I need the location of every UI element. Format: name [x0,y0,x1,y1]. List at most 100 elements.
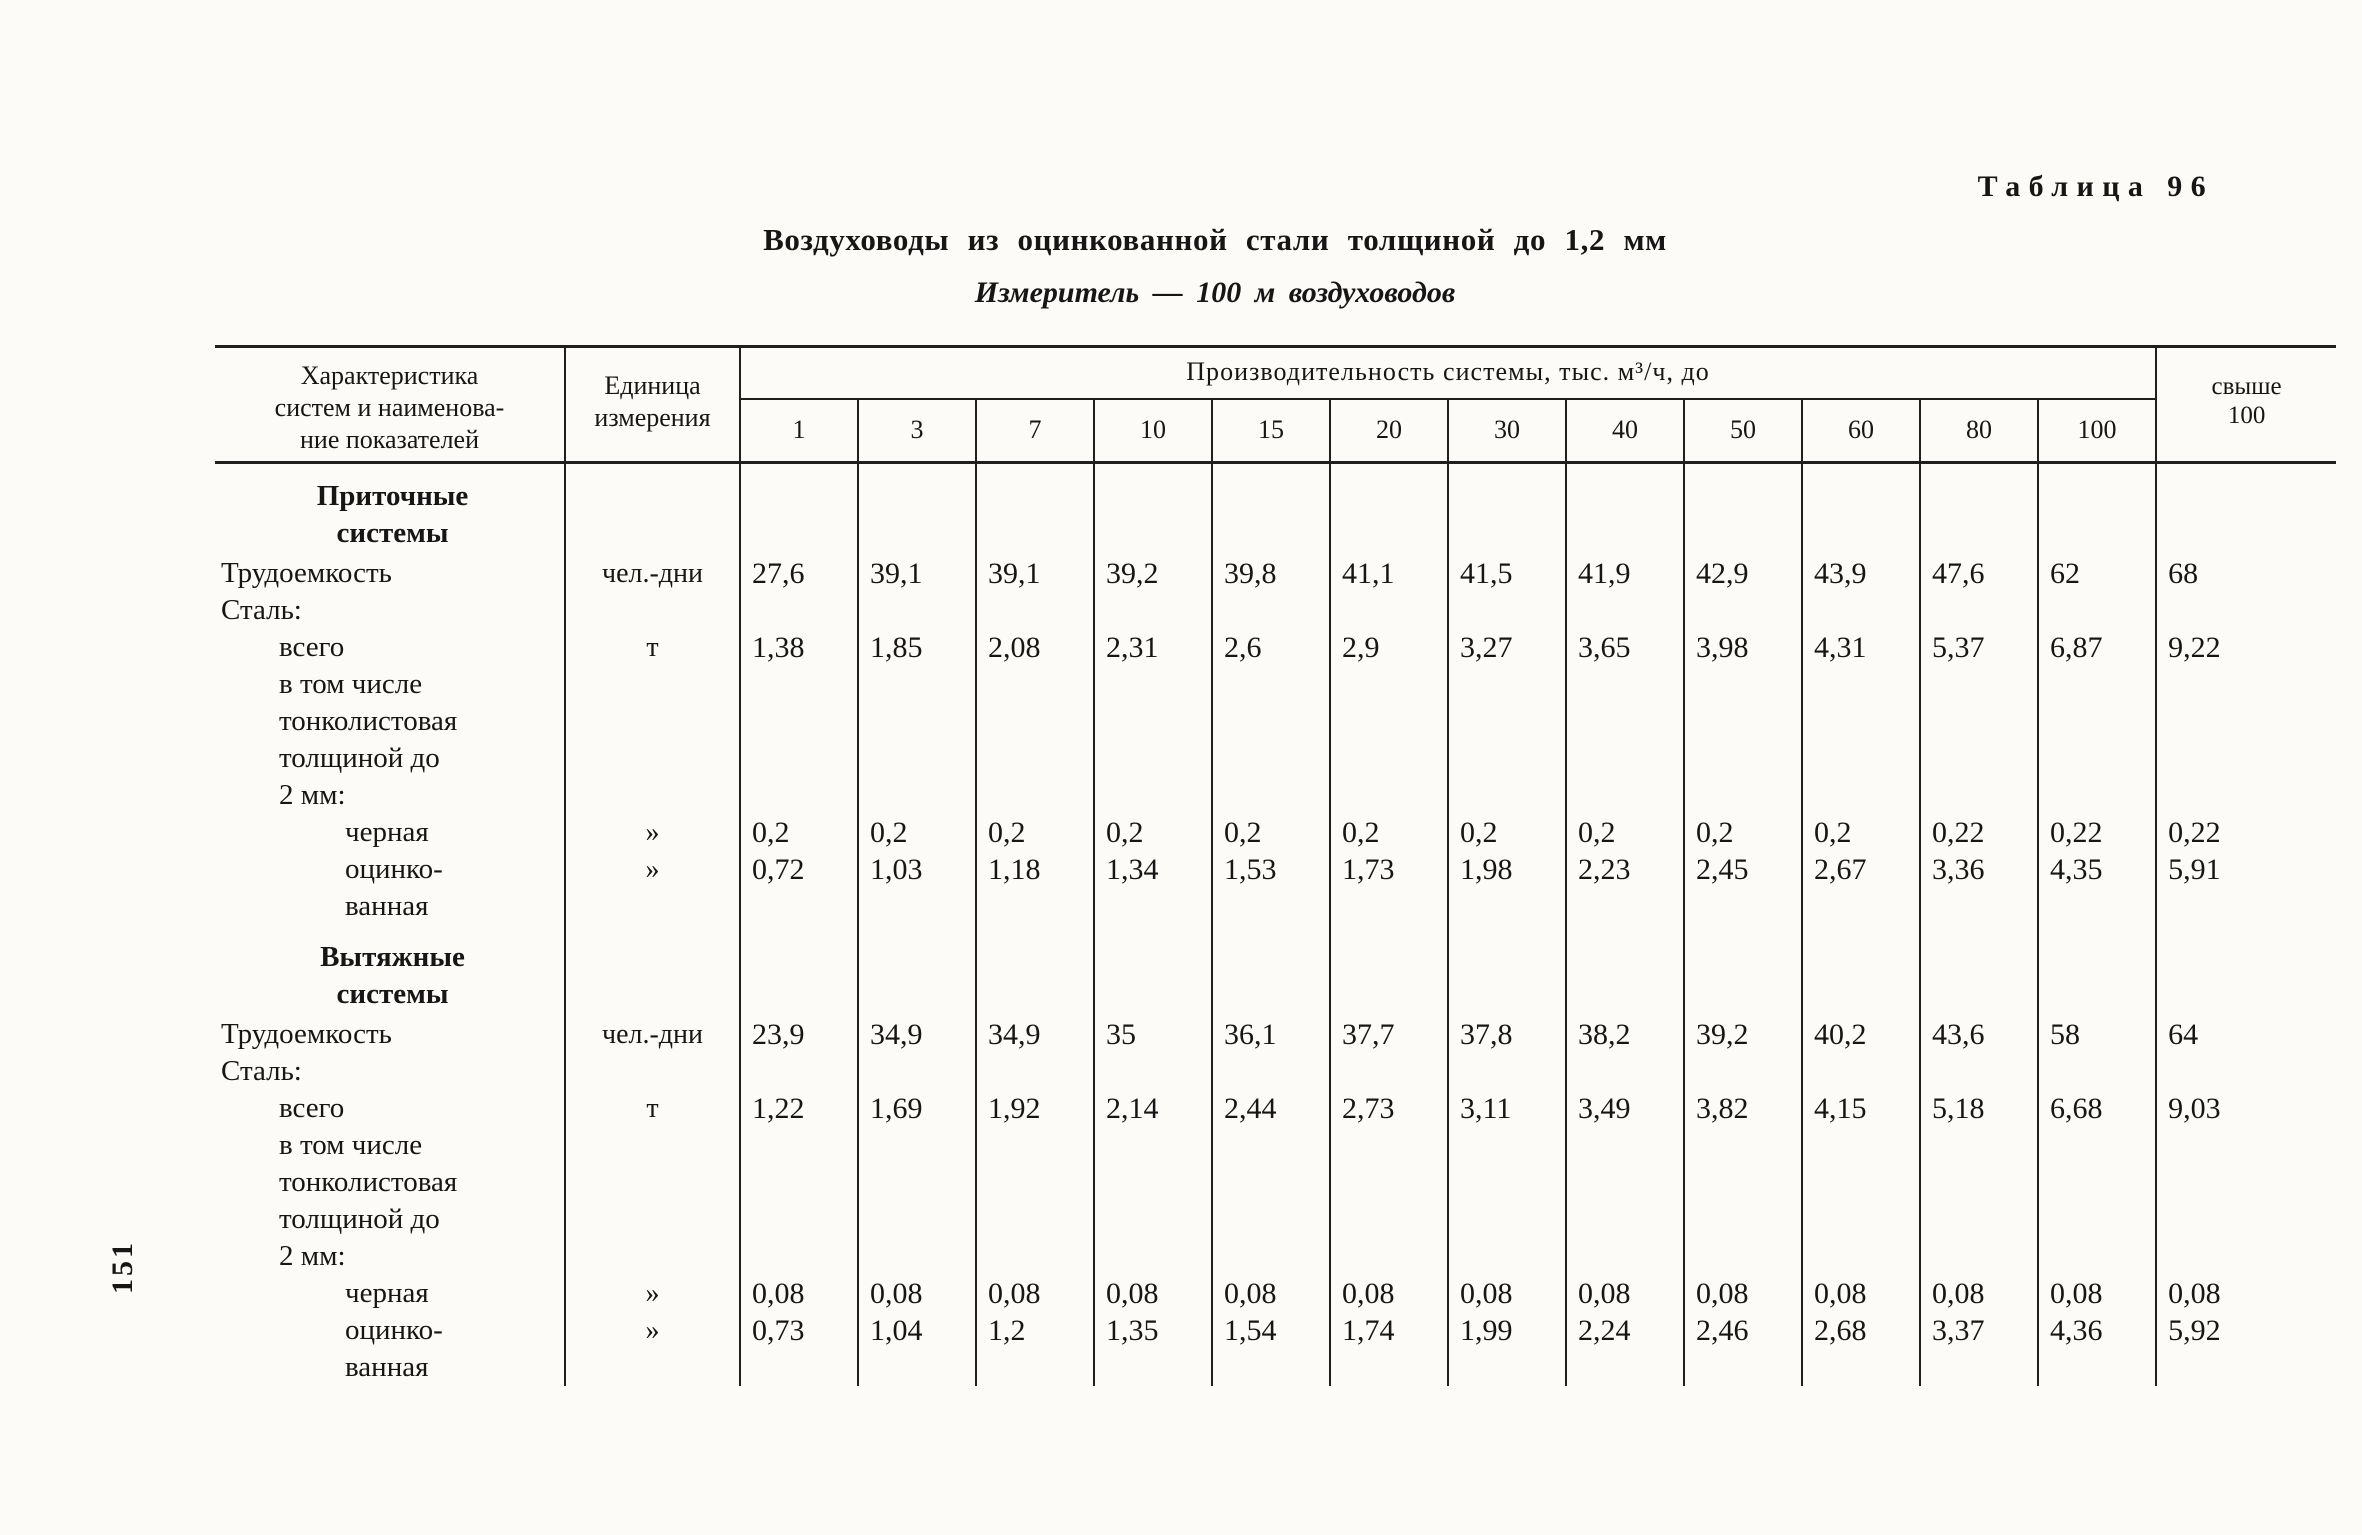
col-header-capacity-80: 80 [1919,398,2038,464]
col-header-capacity-15: 15 [1211,398,1330,464]
value-cell: 2,45 [1683,851,1802,925]
value-cell: 27,6 [739,555,858,592]
row-unit: т [564,629,740,666]
value-cell: 1,74 [1329,1312,1448,1386]
value-cell: 41,5 [1447,555,1566,592]
value-cell [2155,462,2337,555]
value-cell: 39,2 [1683,1016,1802,1053]
value-cell [739,1053,858,1090]
value-cell: 0,08 [857,1275,976,1312]
table-row: оцинко- ванная » 0,72 1,03 1,18 1,34 1,53 1,73 1… [215,851,2337,925]
row-label: черная [345,816,429,848]
value-cell: 1,18 [975,851,1094,925]
value-cell [857,1053,976,1090]
row-label: всего [279,1092,345,1124]
value-cell [1565,925,1684,1016]
value-cell [1447,1127,1566,1275]
value-cell: 1,04 [857,1312,976,1386]
col-header-capacity-60: 60 [1801,398,1920,464]
col-header-characteristic: Характеристика систем и наименова- ние п… [215,345,565,464]
value-cell [1683,1053,1802,1090]
table-row: черная» 0,08 0,08 0,08 0,08 0,08 0,08 0,08 0,08 0… [215,1275,2337,1312]
value-cell: 2,23 [1565,851,1684,925]
value-cell [975,462,1094,555]
col-header-capacity-7: 7 [975,398,1094,464]
value-cell [1093,1053,1212,1090]
value-cell: 39,1 [975,555,1094,592]
value-cell: 3,65 [1565,629,1684,666]
value-cell [1801,1053,1920,1090]
value-cell: 0,08 [2036,1275,2157,1312]
value-cell: 37,8 [1447,1016,1566,1053]
value-cell [1447,592,1566,629]
col-header-capacity-40: 40 [1565,398,1684,464]
value-cell: 0,22 [2036,814,2157,851]
value-cell [1447,1053,1566,1090]
value-cell: 1,22 [739,1090,858,1127]
row-label: Трудоемкость [221,557,392,589]
col-header-capacity-10: 10 [1093,398,1212,464]
value-cell: 2,08 [975,629,1094,666]
value-cell [2155,1053,2337,1090]
value-cell [1329,462,1448,555]
value-cell: 0,08 [1565,1275,1684,1312]
table-body: Приточные системы Трудоемкость чел.-дни 27,… [215,462,2337,1386]
value-cell [1919,1127,2038,1275]
value-cell [1801,1127,1920,1275]
doc-subtitle: Измеритель — 100 м воздуховодов [974,276,1456,309]
value-cell [1093,462,1212,555]
row-label: всего [279,631,345,663]
value-cell: 0,08 [1801,1275,1920,1312]
value-cell [1801,925,1920,1016]
row-unit: чел.-дни [564,555,740,592]
doc-title: Воздуховоды из оцинкованной стали толщин… [763,222,1667,257]
value-cell [1919,666,2038,814]
row-unit [564,1127,740,1275]
col-header-capacity: Производительность системы, тыс. м³/ч, д… [738,345,2157,400]
value-cell [739,592,858,629]
value-cell: 0,2 [1211,814,1330,851]
value-cell: 0,2 [857,814,976,851]
value-cell: 6,87 [2036,629,2157,666]
row-unit [564,462,740,555]
value-cell: 64 [2155,1016,2337,1053]
table-row: Трудоемкость чел.-дни 27,6 39,1 39,1 39,2 39,8… [215,555,2337,592]
value-cell: 0,2 [739,814,858,851]
value-cell [1211,666,1330,814]
value-cell [1211,1127,1330,1275]
value-cell: 4,15 [1801,1090,1920,1127]
value-cell [739,462,858,555]
value-cell: 1,34 [1093,851,1212,925]
value-cell: 35 [1093,1016,1212,1053]
value-cell [1447,462,1566,555]
value-cell [1683,925,1802,1016]
value-cell [1919,462,2038,555]
value-cell [739,925,858,1016]
value-cell: 1,53 [1211,851,1330,925]
value-cell [857,925,976,1016]
value-cell: 42,9 [1683,555,1802,592]
value-cell: 0,08 [1211,1275,1330,1312]
row-label: Вытяжные системы [320,941,465,1010]
value-cell: 3,11 [1447,1090,1566,1127]
value-cell: 0,2 [1093,814,1212,851]
value-cell [975,666,1094,814]
value-cell: 6,68 [2036,1090,2157,1127]
value-cell [975,1127,1094,1275]
value-cell: 2,24 [1565,1312,1684,1386]
value-cell [1329,925,1448,1016]
table-row: в том числе тонколистовая толщиной до 2 … [215,1127,2337,1275]
row-label: Трудоемкость [221,1018,392,1050]
table-row: всего т 1,38 1,85 2,08 2,31 2,6 2,9 3,27 3,65 3,98… [215,629,2337,666]
value-cell: 43,6 [1919,1016,2038,1053]
value-cell: 0,22 [1919,814,2038,851]
value-cell [857,592,976,629]
value-cell: 2,67 [1801,851,1920,925]
value-cell [1447,925,1566,1016]
value-cell [1801,592,1920,629]
value-cell [1211,925,1330,1016]
value-cell: 5,91 [2155,851,2337,925]
value-cell: 1,03 [857,851,976,925]
row-unit: » [564,1275,740,1312]
